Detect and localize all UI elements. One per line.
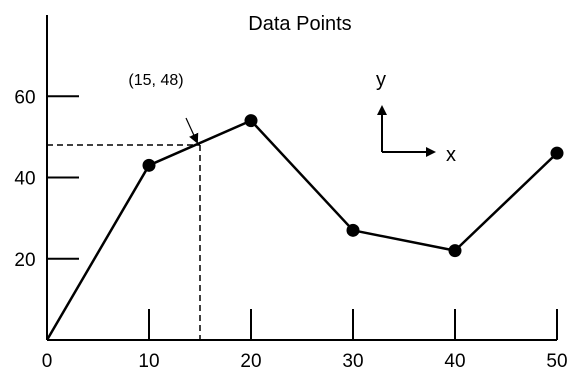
x-tick-label: 0: [42, 351, 53, 372]
y-tick-label: 40: [14, 169, 35, 190]
x-tick-label: 30: [342, 351, 363, 372]
y-tick-label: 20: [14, 250, 35, 271]
data-point: [346, 223, 360, 237]
axis-indicator-y-label: y: [376, 69, 386, 91]
x-tick-label: 20: [240, 351, 261, 372]
series-line: [45, 119, 558, 341]
annotation-arrow: [185, 117, 199, 144]
axis-indicator: y x: [376, 69, 456, 166]
axes: [46, 15, 557, 341]
annotation-guides: [47, 117, 201, 340]
chart-title: Data Points: [248, 13, 351, 35]
data-series: [45, 114, 564, 341]
data-point: [550, 146, 564, 160]
axis-indicator-x-label: x: [446, 144, 456, 166]
data-point: [244, 114, 258, 128]
x-tick-label: 10: [138, 351, 159, 372]
data-point: [142, 158, 156, 172]
x-tick-label: 40: [444, 351, 465, 372]
x-tick-label: 50: [546, 351, 567, 372]
annotation-label: (15, 48): [128, 72, 183, 89]
ticks: 0 10 20 30 40 50 20 40 60: [14, 87, 567, 372]
y-tick-label: 60: [14, 87, 35, 108]
data-point: [448, 244, 462, 258]
